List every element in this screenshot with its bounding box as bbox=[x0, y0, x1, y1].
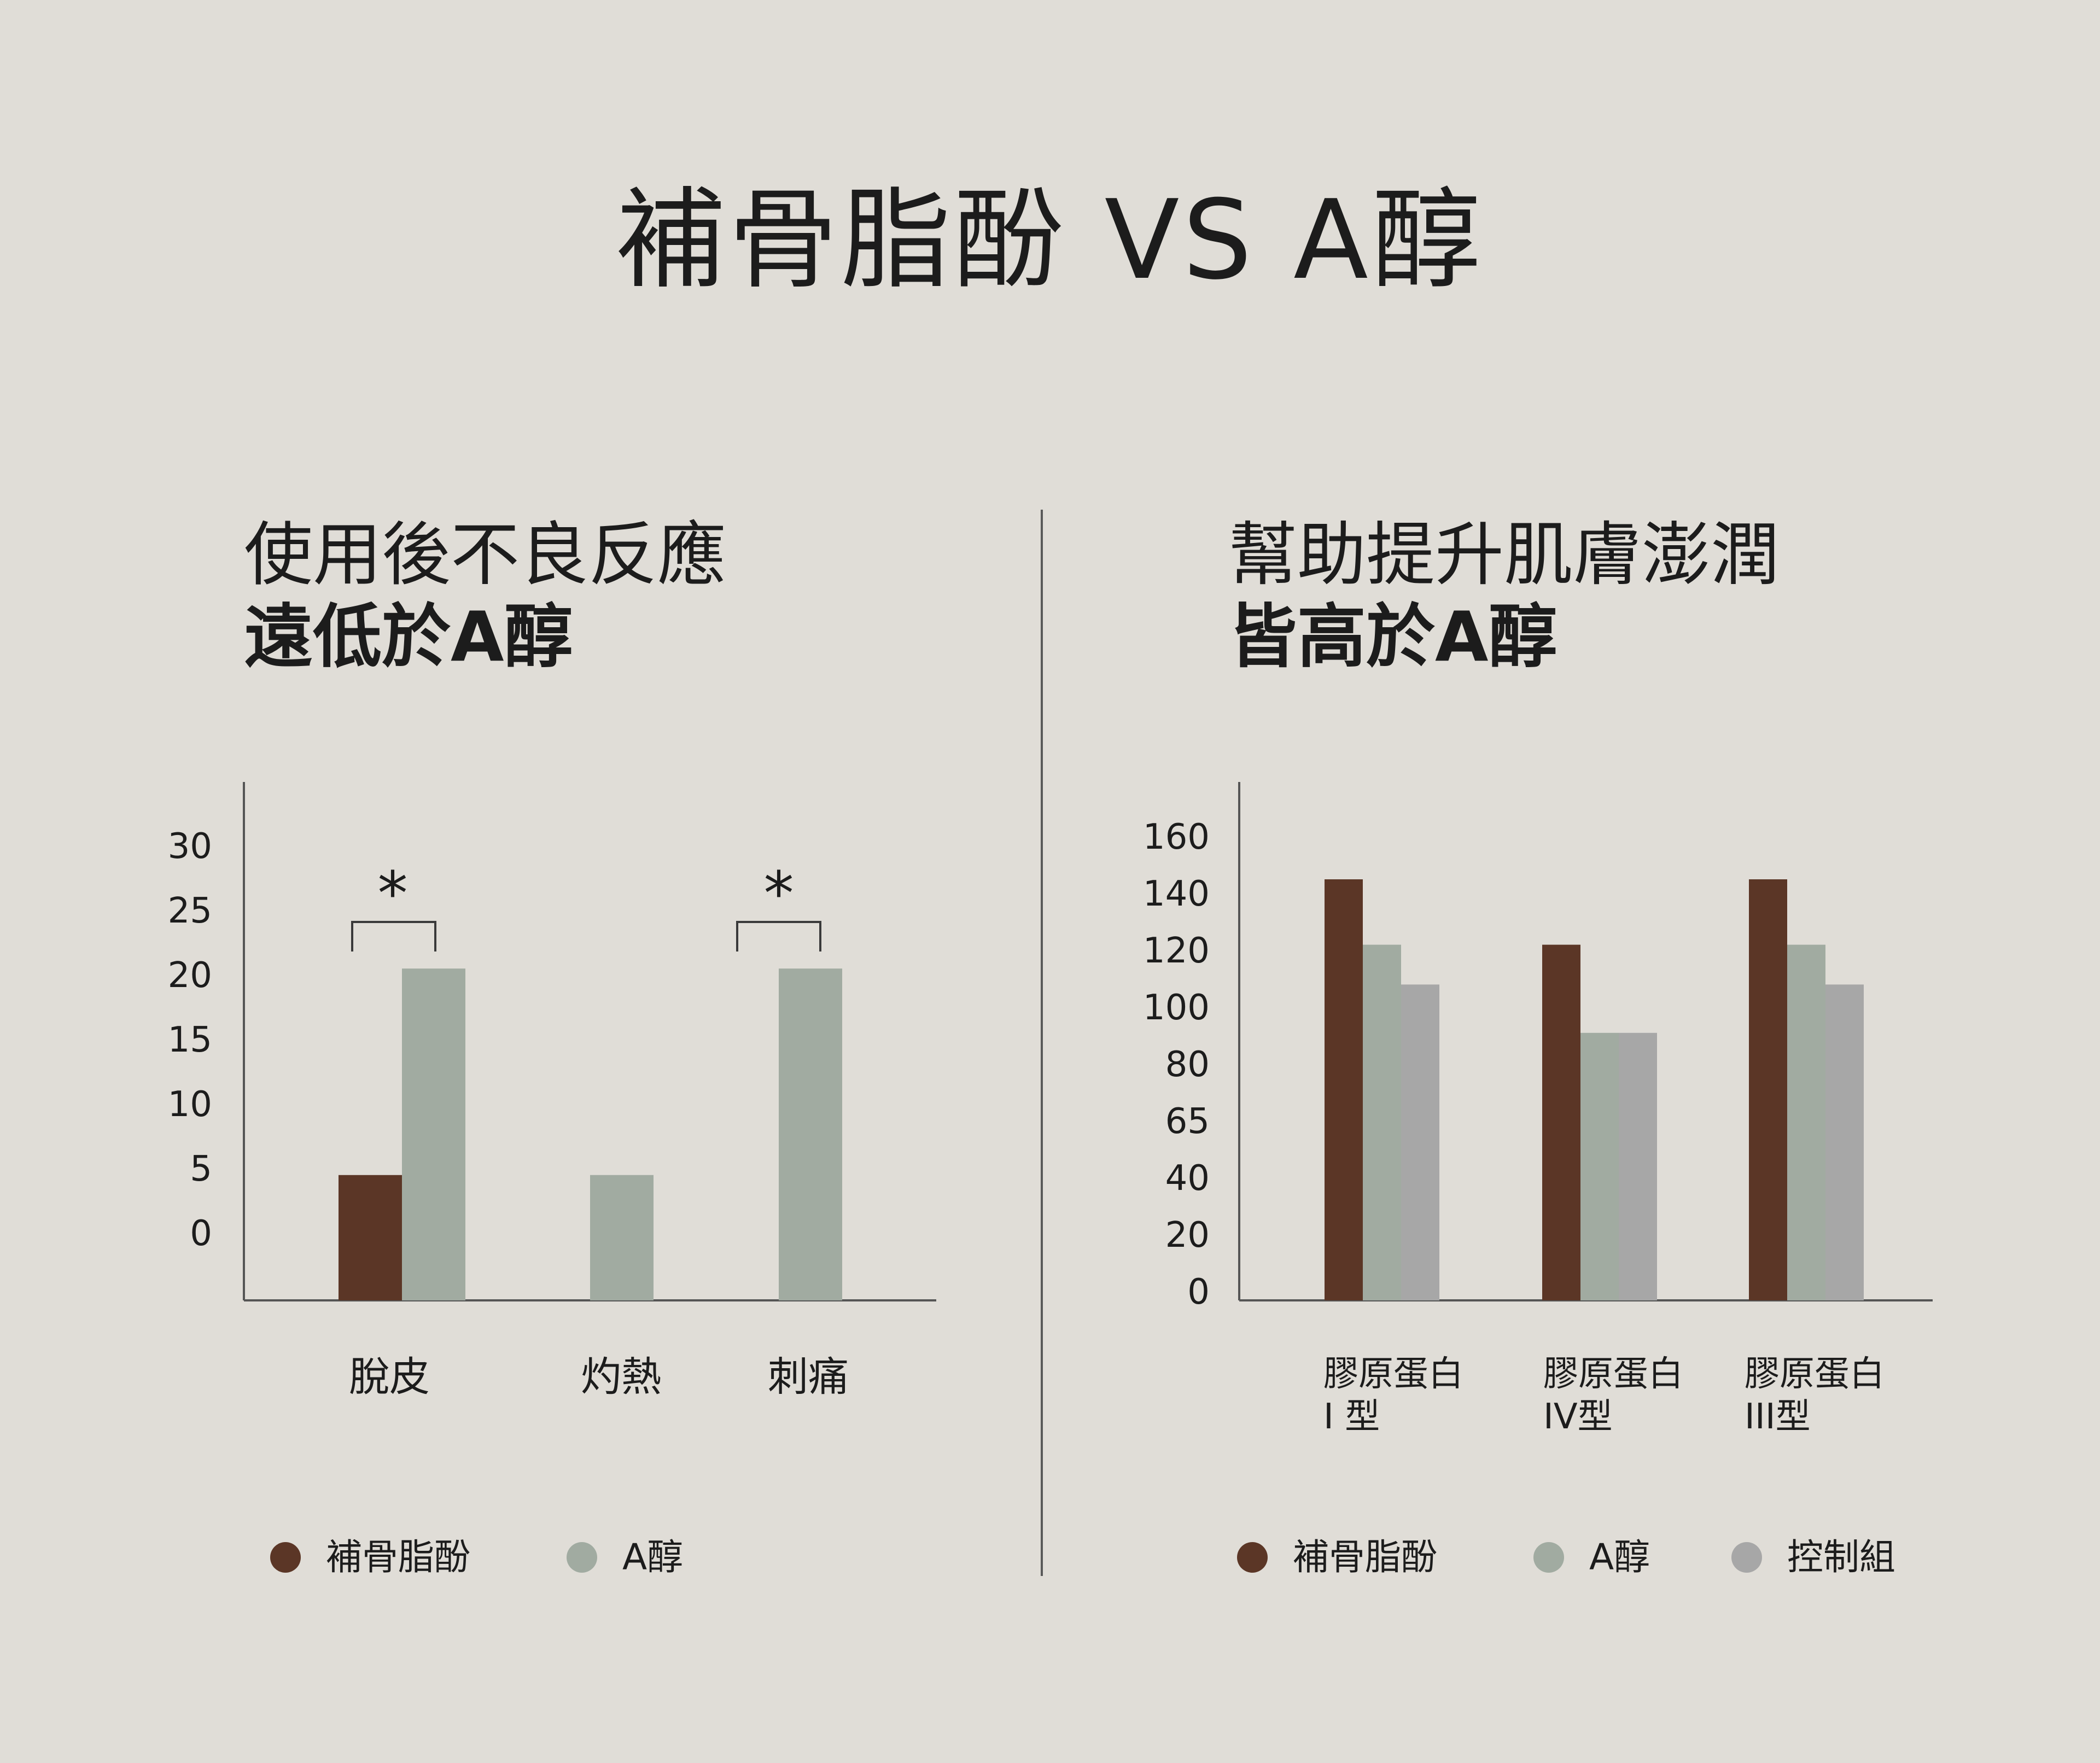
significance-bracket bbox=[351, 921, 436, 951]
legend-label: 補骨脂酚 bbox=[1293, 1536, 1437, 1578]
bar bbox=[1325, 879, 1363, 1300]
y-tick-label: 15 bbox=[168, 1020, 212, 1060]
x-category-label: 灼熱 bbox=[581, 1353, 662, 1400]
panel-divider bbox=[1041, 510, 1043, 1576]
y-tick-label: 65 bbox=[1165, 1101, 1210, 1142]
left-legend-item-retinol: A醇 bbox=[567, 1536, 683, 1579]
legend-label: A醇 bbox=[1589, 1536, 1650, 1578]
x-category-label: 膠原蛋白 III型 bbox=[1745, 1354, 1885, 1437]
right-panel-headline: 皆高於A醇 bbox=[1228, 597, 1558, 677]
legend-label: A醇 bbox=[622, 1536, 684, 1578]
y-tick-label: 80 bbox=[1165, 1044, 1210, 1085]
right-legend-item-bakuchiol: 補骨脂酚 bbox=[1237, 1536, 1437, 1579]
left-legend-item-bakuchiol: 補骨脂酚 bbox=[270, 1536, 470, 1579]
bar bbox=[1749, 879, 1787, 1300]
y-tick-label: 5 bbox=[190, 1149, 212, 1189]
y-tick-label: 20 bbox=[168, 955, 212, 996]
x-category-label-line: 膠原蛋白 bbox=[1323, 1354, 1463, 1394]
right-panel-heading: 幫助提升肌膚澎潤 皆高於A醇 bbox=[1228, 514, 1780, 678]
bar bbox=[1825, 984, 1864, 1300]
x-category-label: 膠原蛋白 IV型 bbox=[1543, 1354, 1683, 1437]
left-panel-heading: 使用後不良反應 遠低於A醇 bbox=[244, 514, 726, 678]
bar bbox=[339, 1175, 402, 1300]
y-tick-label: 30 bbox=[168, 826, 212, 867]
x-category-label: 刺痛 bbox=[768, 1353, 849, 1400]
y-tick-label: 140 bbox=[1143, 874, 1210, 914]
y-tick-label: 120 bbox=[1143, 931, 1210, 971]
bar bbox=[1363, 944, 1401, 1300]
right-legend-item-retinol: A醇 bbox=[1533, 1536, 1650, 1579]
bar bbox=[590, 1175, 654, 1300]
bar bbox=[779, 968, 842, 1300]
bar bbox=[1401, 984, 1439, 1300]
y-tick-label: 20 bbox=[1165, 1215, 1210, 1256]
page-title: 補骨脂酚 VS A醇 bbox=[616, 177, 1484, 304]
x-category-label-line: 膠原蛋白 bbox=[1543, 1354, 1683, 1394]
left-panel-subtitle: 使用後不良反應 bbox=[244, 515, 726, 595]
y-tick-label: 160 bbox=[1143, 817, 1210, 857]
x-category-label-line: I 型 bbox=[1323, 1397, 1380, 1437]
legend-label: 控制組 bbox=[1787, 1536, 1895, 1578]
y-tick-label: 25 bbox=[168, 891, 212, 931]
bar bbox=[1580, 1032, 1619, 1300]
legend-dot-bakuchiol bbox=[1237, 1542, 1268, 1573]
x-category-label: 膠原蛋白 I 型 bbox=[1323, 1354, 1463, 1437]
legend-label: 補骨脂酚 bbox=[326, 1536, 470, 1578]
bar bbox=[1542, 944, 1580, 1300]
significance-bracket bbox=[736, 921, 821, 951]
y-tick-label: 40 bbox=[1165, 1158, 1210, 1199]
legend-dot-retinol bbox=[567, 1542, 597, 1573]
y-tick-label: 100 bbox=[1143, 988, 1210, 1028]
bar bbox=[1619, 1032, 1657, 1300]
significance-marker: * bbox=[764, 859, 794, 929]
right-legend-item-control: 控制組 bbox=[1731, 1536, 1895, 1579]
bar bbox=[1787, 944, 1825, 1300]
y-tick-label: 0 bbox=[1187, 1272, 1210, 1312]
y-tick-label: 10 bbox=[168, 1084, 212, 1125]
x-category-label: 脫皮 bbox=[349, 1353, 430, 1400]
right-panel-subtitle: 幫助提升肌膚澎潤 bbox=[1228, 515, 1780, 595]
x-category-label-line: III型 bbox=[1745, 1397, 1811, 1437]
left-panel-headline: 遠低於A醇 bbox=[244, 597, 573, 677]
y-tick-label: 0 bbox=[190, 1213, 212, 1254]
bar bbox=[402, 968, 465, 1300]
x-category-label-line: 膠原蛋白 bbox=[1745, 1354, 1885, 1394]
significance-marker: * bbox=[378, 859, 408, 929]
x-category-label-line: IV型 bbox=[1543, 1397, 1613, 1437]
legend-dot-bakuchiol bbox=[270, 1542, 301, 1573]
legend-dot-retinol bbox=[1533, 1542, 1564, 1573]
legend-dot-control bbox=[1731, 1542, 1762, 1573]
